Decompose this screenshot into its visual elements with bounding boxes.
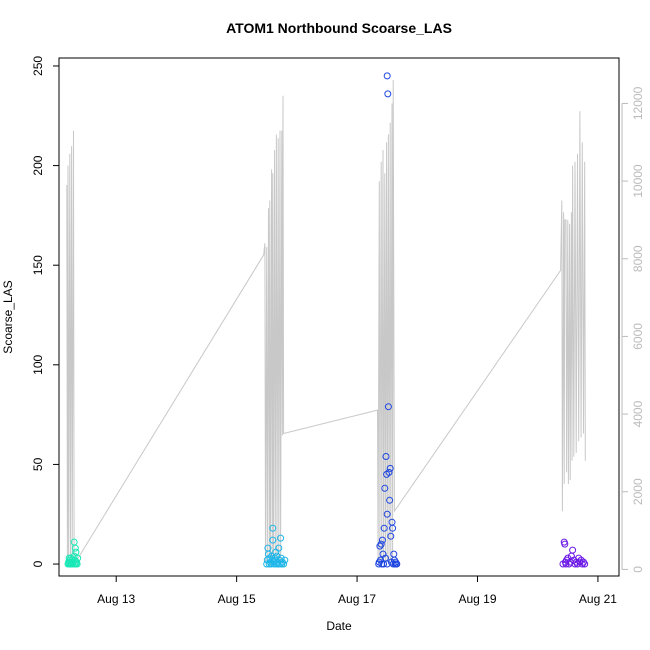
secondary-y-tick-label: 8000 — [631, 245, 645, 272]
data-point-series-3 — [384, 90, 392, 98]
data-point-series-3 — [387, 532, 395, 540]
x-tick-label: Aug 17 — [338, 592, 376, 606]
data-point-series-3 — [386, 464, 394, 472]
data-point-series-2 — [280, 560, 288, 568]
data-point-series-4 — [569, 546, 577, 554]
x-tick-label: Aug 13 — [97, 592, 135, 606]
data-point-series-4 — [581, 560, 589, 568]
data-point-series-4 — [578, 560, 586, 568]
x-tick-label: Aug 19 — [458, 592, 496, 606]
data-point-series-3 — [393, 560, 401, 568]
data-point-series-3 — [382, 453, 390, 460]
secondary-series-line — [66, 80, 586, 562]
data-point-series-4 — [580, 558, 587, 566]
y-tick-label: 0 — [31, 560, 45, 567]
x-axis-label: Date — [326, 619, 352, 633]
x-axis: Aug 13 Aug 15 Aug 17 Aug 19 Aug 21 — [97, 575, 617, 606]
data-point-series-2 — [277, 534, 285, 542]
data-point-series-3 — [384, 403, 392, 411]
data-point-series-3 — [389, 524, 397, 532]
data-point-series-3 — [383, 510, 391, 518]
y-axis-label: Scoarse_LAS — [1, 280, 15, 353]
x-tick-label: Aug 21 — [579, 592, 617, 606]
data-point-series-3 — [385, 468, 393, 476]
x-tick-label: Aug 15 — [218, 592, 256, 606]
data-point-series-3 — [381, 484, 389, 492]
secondary-series-layer — [66, 80, 586, 562]
data-point-series-2 — [269, 536, 277, 544]
y-tick-label: 50 — [31, 457, 45, 471]
data-point-series-3 — [383, 72, 391, 80]
secondary-y-tick-label: 0 — [631, 566, 645, 573]
data-point-series-1 — [70, 552, 78, 560]
secondary-y-axis: 0 2000 4000 6000 8000 10000 12000 — [621, 86, 645, 573]
data-point-series-2 — [269, 524, 277, 532]
data-point-series-4 — [561, 540, 569, 548]
data-point-series-3 — [377, 540, 385, 548]
y-tick-label: 250 — [31, 56, 45, 76]
y-axis: 0 50 100 150 200 250 — [31, 56, 60, 567]
data-point-series-2 — [275, 544, 283, 552]
secondary-y-tick-label: 4000 — [631, 400, 645, 427]
y-tick-label: 150 — [31, 255, 45, 275]
data-point-series-3 — [390, 550, 398, 558]
data-point-series-2 — [263, 560, 271, 568]
y-tick-label: 200 — [31, 155, 45, 175]
plot-frame — [58, 57, 620, 577]
data-point-series-1 — [71, 544, 79, 552]
data-point-series-1 — [74, 554, 82, 562]
y-tick-label: 100 — [31, 354, 45, 374]
data-point-series-3 — [378, 536, 386, 544]
data-point-series-3 — [386, 496, 394, 504]
points-layer — [64, 72, 589, 568]
secondary-y-tick-label: 6000 — [631, 323, 645, 350]
chart-title: ATOM1 Northbound Scoarse_LAS — [226, 20, 452, 36]
data-point-series-2 — [281, 556, 289, 564]
secondary-y-tick-label: 12000 — [631, 86, 645, 120]
data-point-series-3 — [380, 524, 388, 532]
data-point-series-3 — [376, 542, 384, 550]
data-point-series-3 — [388, 518, 396, 526]
secondary-y-tick-label: 10000 — [631, 164, 645, 198]
secondary-y-tick-label: 2000 — [631, 478, 645, 505]
